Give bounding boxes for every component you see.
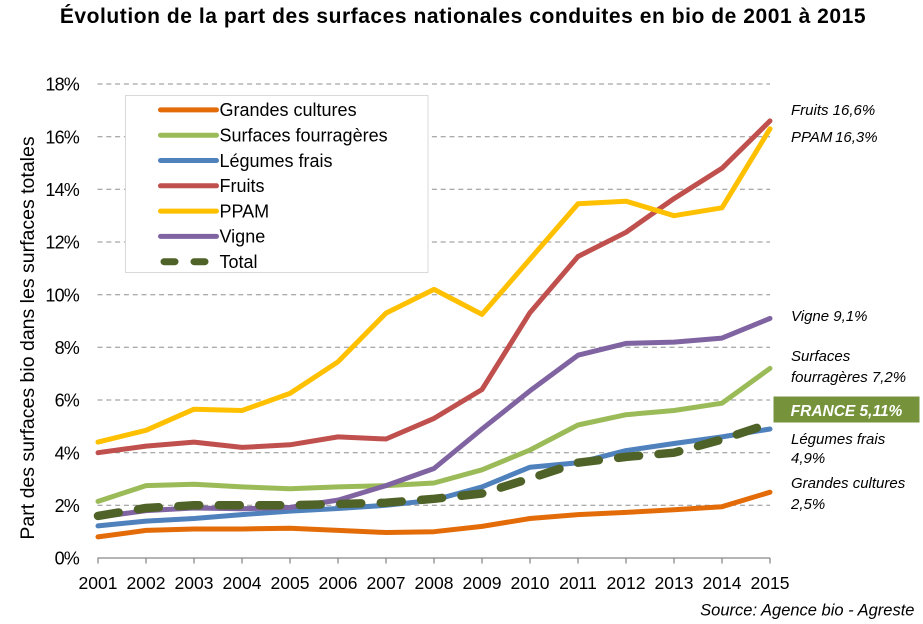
svg-text:2015: 2015 [751,573,790,593]
svg-text:Surfaces fourragères: Surfaces fourragères [220,126,388,146]
svg-text:fourragères 7,2%: fourragères 7,2% [791,369,906,386]
svg-text:Fruits: Fruits [220,176,265,196]
svg-text:2,5%: 2,5% [790,496,825,513]
svg-text:2002: 2002 [127,573,166,593]
svg-text:Légumes frais: Légumes frais [791,431,886,448]
svg-text:Légumes frais: Légumes frais [220,151,333,171]
svg-text:16%: 16% [45,127,79,147]
svg-text:Évolution de la part des surfa: Évolution de la part des surfaces nation… [60,5,866,28]
svg-text:Part des surfaces bio dans les: Part des surfaces bio dans les surfaces … [17,136,39,539]
svg-text:18%: 18% [45,75,79,95]
svg-text:PPAM 16,3%: PPAM 16,3% [791,129,878,146]
svg-text:Total: Total [220,252,258,272]
svg-text:2006: 2006 [319,573,358,593]
svg-text:2010: 2010 [511,573,550,593]
svg-text:2%: 2% [55,496,80,516]
svg-text:2005: 2005 [271,573,310,593]
svg-text:Grandes cultures: Grandes cultures [791,475,906,492]
svg-text:Source: Agence bio - Agreste: Source: Agence bio - Agreste [700,602,914,620]
svg-text:Vigne: Vigne [220,227,266,247]
svg-text:2003: 2003 [175,573,214,593]
svg-text:12%: 12% [45,233,79,253]
svg-text:8%: 8% [55,338,80,358]
svg-text:Fruits 16,6%: Fruits 16,6% [791,102,875,119]
svg-text:0%: 0% [55,549,80,569]
svg-text:10%: 10% [45,285,79,305]
svg-text:2008: 2008 [415,573,454,593]
svg-text:Grandes cultures: Grandes cultures [220,100,357,120]
svg-text:Vigne 9,1%: Vigne 9,1% [791,308,867,325]
svg-text:2014: 2014 [703,573,742,593]
svg-text:2004: 2004 [223,573,262,593]
svg-text:2012: 2012 [607,573,646,593]
svg-text:4,9%: 4,9% [791,450,825,467]
svg-text:2001: 2001 [79,573,118,593]
svg-text:14%: 14% [45,180,79,200]
svg-text:Surfaces: Surfaces [791,348,851,365]
svg-text:4%: 4% [55,443,80,463]
svg-text:6%: 6% [55,391,80,411]
svg-text:2007: 2007 [367,573,406,593]
svg-text:FRANCE 5,11%: FRANCE 5,11% [791,403,903,420]
svg-text:2011: 2011 [559,573,597,593]
svg-text:2009: 2009 [463,573,502,593]
svg-text:PPAM: PPAM [220,201,270,221]
svg-text:2013: 2013 [655,573,694,593]
